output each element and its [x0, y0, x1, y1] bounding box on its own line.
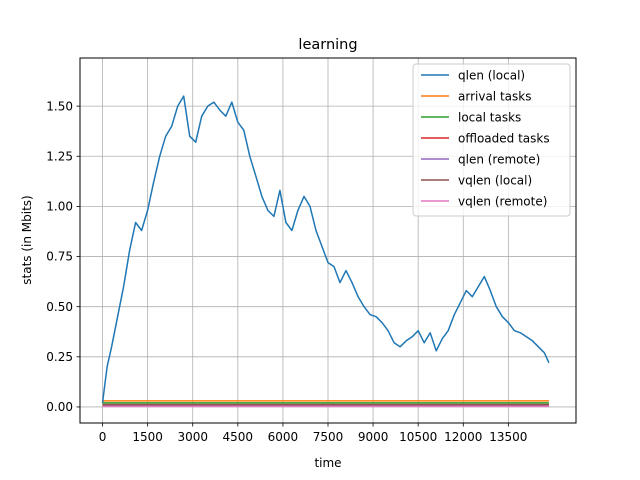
x-tick-label: 7500 — [313, 430, 344, 444]
x-tick-label: 4500 — [223, 430, 254, 444]
legend: qlen (local) arrival tasks local tasks offl… — [412, 63, 571, 217]
legend-label: vqlen (remote) — [458, 194, 547, 208]
y-tick-label: 0.25 — [46, 350, 73, 364]
y-tick-label: 0.00 — [46, 400, 73, 414]
x-tick-label: 3000 — [177, 430, 208, 444]
y-tick-label: 1.50 — [46, 99, 73, 113]
y-tick-label: 0.75 — [46, 250, 73, 264]
series-line-qlen-local — [101, 95, 550, 403]
chart-title: learning — [298, 37, 357, 53]
legend-label: arrival tasks — [458, 89, 531, 103]
x-tick-label: 1500 — [132, 430, 163, 444]
x-tick-label: 0 — [99, 430, 107, 444]
x-tick-label: 12000 — [444, 430, 482, 444]
x-axis-title: time — [314, 456, 341, 470]
legend-label: qlen (remote) — [458, 152, 540, 166]
x-tick-label: 10500 — [399, 430, 437, 444]
y-tick-label: 0.50 — [46, 300, 73, 314]
legend-box — [412, 63, 571, 217]
legend-label: local tasks — [458, 110, 521, 124]
y-tick-label: 1.00 — [46, 200, 73, 214]
legend-label: vqlen (local) — [458, 173, 532, 187]
ticks: 0 1500 3000 4500 6000 7500 9000 10500 12000 13500… — [46, 99, 527, 444]
legend-label: offloaded tasks — [458, 131, 550, 145]
y-tick-label: 1.25 — [46, 149, 73, 163]
x-tick-label: 9000 — [358, 430, 389, 444]
legend-label: qlen (local) — [458, 68, 525, 82]
x-tick-label: 13500 — [489, 430, 527, 444]
y-axis-title: stats (in Mbits) — [20, 195, 34, 284]
x-tick-label: 6000 — [268, 430, 299, 444]
series-layer — [101, 95, 550, 408]
